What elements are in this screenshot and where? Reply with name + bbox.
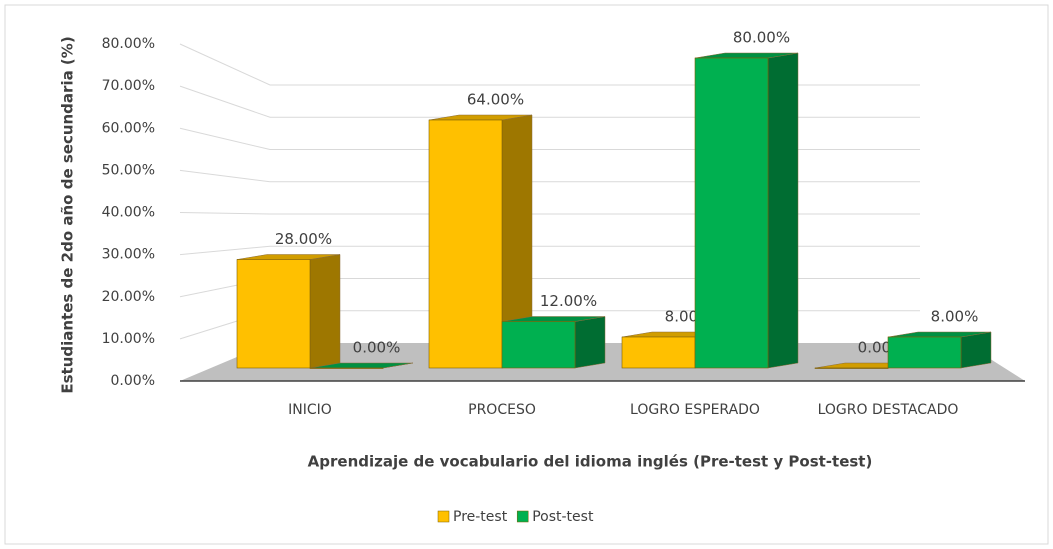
- bar-side: [574, 316, 606, 369]
- data-label: 28.00%: [275, 230, 332, 248]
- y-tick-label: 50.00%: [102, 162, 155, 178]
- bar: [309, 367, 384, 369]
- y-tick-label: 0.00%: [111, 373, 155, 389]
- bar: [621, 336, 696, 369]
- data-label: 12.00%: [540, 292, 597, 310]
- x-tick-label: INICIO: [288, 402, 332, 418]
- bar-side: [309, 254, 341, 369]
- data-label: 0.00%: [353, 339, 401, 357]
- y-tick-label: 70.00%: [102, 78, 155, 94]
- legend-label: Pre-test: [453, 509, 508, 525]
- x-axis-title: Aprendizaje de vocabulario del idioma in…: [308, 453, 873, 471]
- x-tick-label: LOGRO ESPERADO: [630, 402, 760, 418]
- bar: [887, 336, 962, 369]
- bar-side: [960, 331, 992, 369]
- y-tick-label: 60.00%: [102, 120, 155, 136]
- data-label: 64.00%: [467, 91, 524, 109]
- bar: [694, 57, 769, 369]
- y-axis-title: Estudiantes de 2do año de secundaria (%): [59, 36, 77, 393]
- legend-swatch: [516, 510, 529, 523]
- bar: [501, 321, 576, 369]
- y-tick-label: 30.00%: [102, 247, 155, 263]
- legend-label: Post-test: [532, 509, 594, 525]
- x-tick-label: PROCESO: [468, 402, 536, 418]
- bar: [428, 119, 503, 369]
- bar: [236, 259, 311, 369]
- legend-swatch: [437, 510, 450, 523]
- bar: [814, 367, 889, 369]
- data-label: 80.00%: [733, 29, 790, 47]
- y-tick-label: 80.00%: [102, 36, 155, 52]
- y-tick-label: 20.00%: [102, 289, 155, 305]
- x-tick-label: LOGRO DESTACADO: [818, 402, 959, 418]
- y-tick-label: 40.00%: [102, 205, 155, 221]
- data-label: 8.00%: [931, 308, 979, 326]
- bar-side: [767, 52, 799, 369]
- y-tick-label: 10.00%: [102, 331, 155, 347]
